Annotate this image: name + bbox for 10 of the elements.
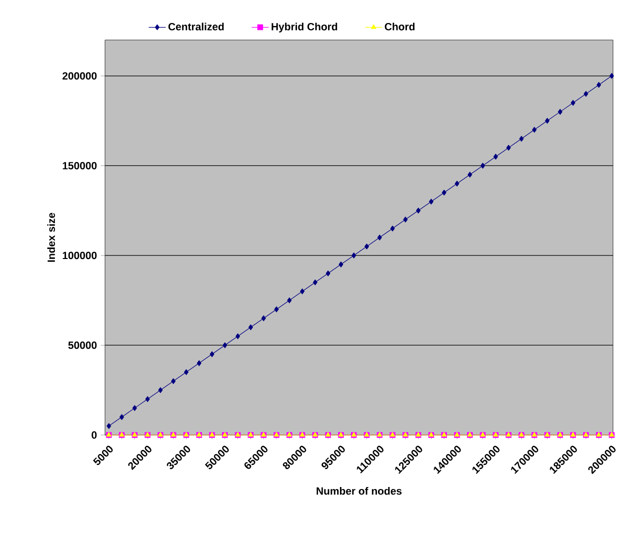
y-tick-label: 100000	[62, 252, 97, 260]
legend-label: Chord	[384, 22, 415, 30]
y-tick-label: 50000	[68, 342, 97, 349]
legend-label: Centralized	[168, 22, 224, 30]
x-axis-title: Number of nodes	[316, 487, 402, 495]
y-tick-label: 0	[92, 431, 97, 439]
legend-label: Hybrid Chord	[272, 22, 338, 32]
y-tick-label: 200000	[62, 72, 97, 80]
y-axis-title: Index size	[47, 212, 55, 262]
y-tick-label: 150000	[62, 162, 97, 170]
